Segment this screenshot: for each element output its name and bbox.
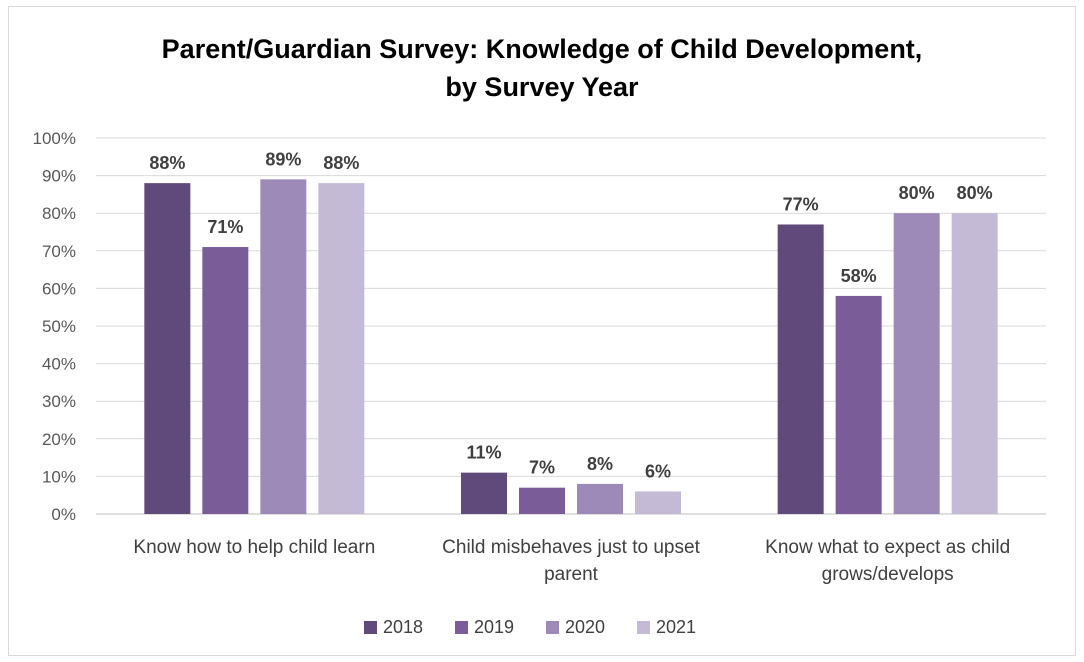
y-tick-label: 100%: [33, 129, 76, 148]
data-label: 58%: [841, 266, 877, 286]
legend-swatch: [455, 621, 468, 634]
legend-label: 2019: [474, 617, 514, 637]
data-label: 71%: [207, 217, 243, 237]
y-tick-label: 50%: [42, 317, 76, 336]
data-label: 77%: [783, 194, 819, 214]
y-tick-label: 20%: [42, 430, 76, 449]
data-label: 89%: [265, 149, 301, 169]
bar: [951, 213, 998, 514]
y-tick-label: 80%: [42, 204, 76, 223]
legend-label: 2018: [383, 617, 423, 637]
y-tick-label: 40%: [42, 355, 76, 374]
data-label: 88%: [323, 153, 359, 173]
data-label: 80%: [899, 183, 935, 203]
x-category-label: parent: [544, 564, 599, 585]
bar: [202, 247, 249, 515]
chart-title-line-1: Parent/Guardian Survey: Knowledge of Chi…: [161, 34, 923, 64]
bar: [777, 224, 824, 515]
bar: [835, 295, 882, 514]
y-tick-label: 10%: [42, 467, 76, 486]
data-label: 6%: [645, 461, 671, 481]
x-category-label: grows/develops: [822, 564, 954, 585]
bar: [635, 491, 681, 514]
bar: [519, 487, 565, 514]
legend-swatch: [546, 621, 559, 634]
y-tick-label: 0%: [51, 505, 76, 524]
x-category-label: Child misbehaves just to upset: [442, 537, 700, 558]
legend-label: 2021: [656, 617, 696, 637]
bar: [144, 183, 191, 514]
data-label: 80%: [957, 183, 993, 203]
chart-title: Parent/Guardian Survey: Knowledge of Chi…: [0, 30, 1084, 106]
data-label: 11%: [466, 443, 501, 463]
x-category-label: Know what to expect as child: [765, 537, 1010, 558]
bar: [577, 483, 623, 514]
y-tick-label: 90%: [42, 167, 76, 186]
data-label: 88%: [149, 153, 185, 173]
legend-label: 2020: [565, 617, 605, 637]
data-label: 7%: [529, 458, 555, 478]
legend-swatch: [364, 621, 377, 634]
bar: [318, 183, 365, 514]
x-category-label: Know how to help child learn: [133, 537, 375, 558]
bar: [260, 179, 307, 515]
bar: [893, 213, 940, 514]
bar: [461, 472, 507, 514]
y-tick-label: 30%: [42, 392, 76, 411]
y-tick-label: 70%: [42, 242, 76, 261]
data-label: 8%: [587, 454, 613, 474]
y-tick-label: 60%: [42, 279, 76, 298]
legend-swatch: [637, 621, 650, 634]
chart-title-line-2: by Survey Year: [445, 72, 639, 102]
